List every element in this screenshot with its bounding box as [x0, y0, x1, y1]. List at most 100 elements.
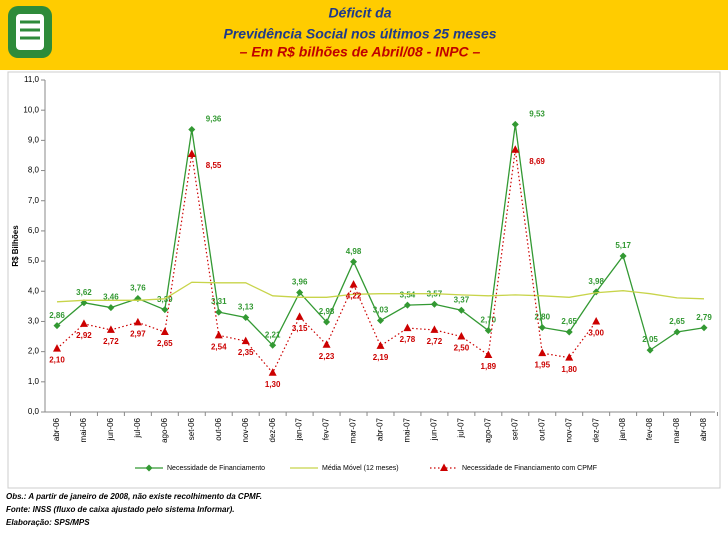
point [565, 328, 573, 336]
point [403, 301, 411, 309]
data-label: 2,86 [49, 311, 65, 320]
point [133, 317, 142, 326]
series-line [56, 149, 597, 374]
x-tick-label: jun-06 [106, 417, 115, 441]
data-label: 3,00 [588, 329, 604, 338]
x-tick-label: mai-07 [403, 417, 412, 442]
y-tick-label: 9,0 [28, 135, 40, 144]
data-label: 4,22 [346, 292, 362, 301]
title-line: Previdência Social nos últimos 25 meses [223, 26, 496, 42]
point [511, 145, 520, 153]
point [53, 322, 61, 330]
point [350, 258, 358, 266]
point [700, 324, 708, 332]
data-label: 8,55 [206, 161, 222, 170]
point [214, 330, 223, 339]
x-tick-label: abr-06 [52, 417, 61, 441]
point [188, 125, 196, 133]
x-tick-label: fev-07 [322, 417, 331, 440]
y-tick-label: 6,0 [28, 226, 40, 235]
point [646, 346, 654, 354]
data-label: 9,53 [529, 109, 545, 118]
x-tick-label: set-06 [187, 417, 196, 440]
x-tick-label: mar-08 [672, 417, 681, 443]
series-line [56, 124, 705, 352]
point [106, 325, 115, 333]
x-tick-label: set-07 [510, 417, 519, 440]
data-label: 4,98 [346, 247, 362, 256]
point [565, 353, 574, 361]
data-label: 5,17 [615, 241, 631, 250]
data-label: 2,72 [427, 337, 443, 346]
data-label: 2,50 [454, 344, 470, 353]
point [457, 332, 466, 340]
point [241, 336, 250, 345]
data-label: 2,98 [319, 307, 335, 316]
legend-marker [440, 463, 448, 471]
point [484, 327, 492, 335]
data-label: 2,54 [211, 342, 227, 351]
point [79, 319, 88, 327]
point [538, 348, 547, 357]
data-label: 3,31 [211, 297, 227, 306]
point [296, 288, 304, 296]
y-tick-label: 2,0 [28, 347, 40, 356]
point [242, 314, 250, 322]
legend-marker [145, 464, 153, 472]
data-label: 3,03 [373, 306, 389, 315]
point [430, 300, 438, 308]
y-tick-label: 7,0 [28, 196, 40, 205]
data-label: 2,97 [130, 329, 146, 338]
y-tick-label: 8,0 [28, 166, 40, 175]
data-label: 2,05 [642, 335, 658, 344]
data-label: 3,54 [400, 290, 416, 299]
data-label: 2,78 [400, 335, 416, 344]
point [377, 317, 384, 325]
y-tick-label: 3,0 [28, 317, 40, 326]
point [107, 304, 115, 312]
point [268, 368, 277, 376]
point [161, 306, 169, 314]
x-tick-label: out-07 [537, 417, 546, 440]
data-label: 1,89 [481, 362, 497, 371]
data-label: 2,19 [373, 353, 389, 362]
data-label: 2,65 [669, 317, 685, 326]
x-tick-label: mai-06 [79, 417, 88, 442]
data-label: 2,21 [265, 330, 281, 339]
data-label: 2,70 [481, 316, 497, 325]
data-label: 1,95 [534, 360, 550, 369]
legend-label: Necessidade de Financiamento [167, 465, 265, 472]
y-tick-label: 11,0 [24, 75, 40, 84]
data-label: 2,72 [103, 337, 119, 346]
x-tick-label: fev-08 [645, 417, 654, 440]
x-tick-label: mar-07 [349, 417, 358, 443]
point [322, 340, 331, 348]
note: Elaboração: SPS/MPS [6, 518, 90, 527]
series-line [56, 281, 705, 303]
subtitle: – Em R$ bilhões de Abril/08 - INPC – [240, 44, 481, 60]
point [187, 149, 196, 157]
point [484, 350, 493, 358]
data-label: 1,30 [265, 380, 281, 389]
x-tick-label: jul-07 [456, 417, 465, 438]
point [511, 120, 519, 128]
x-tick-label: jan-08 [618, 417, 627, 441]
point [349, 280, 358, 288]
x-tick-label: ago-07 [483, 417, 492, 442]
header-band [0, 0, 728, 70]
x-tick-label: abr-07 [376, 417, 385, 441]
data-label: 2,65 [561, 317, 577, 326]
data-label: 2,35 [238, 348, 254, 357]
data-label: 3,76 [130, 284, 146, 293]
title-line: Déficit da [328, 5, 391, 21]
x-tick-label: dez-07 [591, 417, 600, 442]
legend-label: Média Móvel (12 meses) [322, 465, 399, 472]
x-tick-label: abr-08 [699, 417, 708, 441]
point [403, 323, 412, 332]
y-tick-label: 4,0 [28, 286, 40, 295]
data-label: 3,37 [454, 295, 470, 304]
point [160, 327, 169, 336]
chart-border [7, 71, 721, 489]
data-label: 8,69 [529, 157, 545, 166]
